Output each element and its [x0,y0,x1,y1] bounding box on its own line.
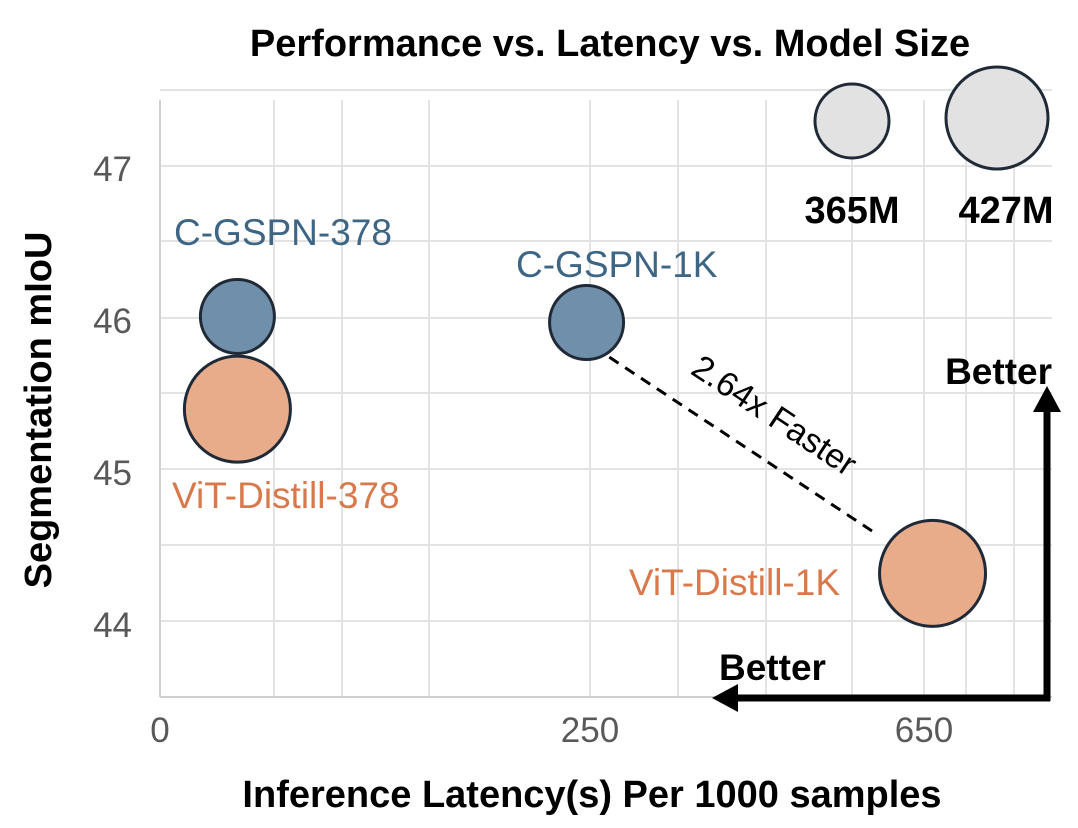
point-label-vit-distill-1k: ViT-Distill-1K [629,562,840,603]
y-axis-title: Segmentation mIoU [18,232,60,589]
y-tick-label-46: 46 [93,302,132,341]
speedup-arrow [594,347,873,533]
speedup-annotation: 2.64x Faster [685,348,864,484]
y-tick-label-45: 45 [93,454,132,493]
better-y-arrow-head [1033,386,1061,412]
point-c-gspn-1k [548,284,626,362]
y-tick-label-44: 44 [93,606,132,645]
x-axis-title: Inference Latency(s) Per 1000 samples [242,774,941,816]
chart-title: Performance vs. Latency vs. Model Size [250,23,970,65]
better-x-arrow-head [712,684,738,712]
point-label-c-gspn-1k: C-GSPN-1K [516,244,718,285]
x-tick-label-250: 250 [561,711,619,750]
x-tick-label-0: 0 [150,711,169,750]
point-label-c-gspn-378: C-GSPN-378 [174,212,392,253]
point-vit-distill-378 [182,354,292,464]
size-legend-label-365m: 365M [804,190,899,232]
y-tick-label-47: 47 [93,150,132,189]
better-arrows [712,386,1061,712]
point-vit-distill-1k [878,518,988,628]
better-y-label: Better [945,351,1052,392]
better-x-label: Better [719,647,826,688]
size-legend-bubble-365m [813,82,891,160]
point-label-vit-distill-378: ViT-Distill-378 [172,475,400,516]
x-tick-label-650: 650 [895,711,953,750]
data-points [182,277,988,628]
point-c-gspn-378 [198,277,276,355]
size-legend-label-427m: 427M [958,190,1053,232]
size-legend-bubble-427m [944,65,1050,171]
